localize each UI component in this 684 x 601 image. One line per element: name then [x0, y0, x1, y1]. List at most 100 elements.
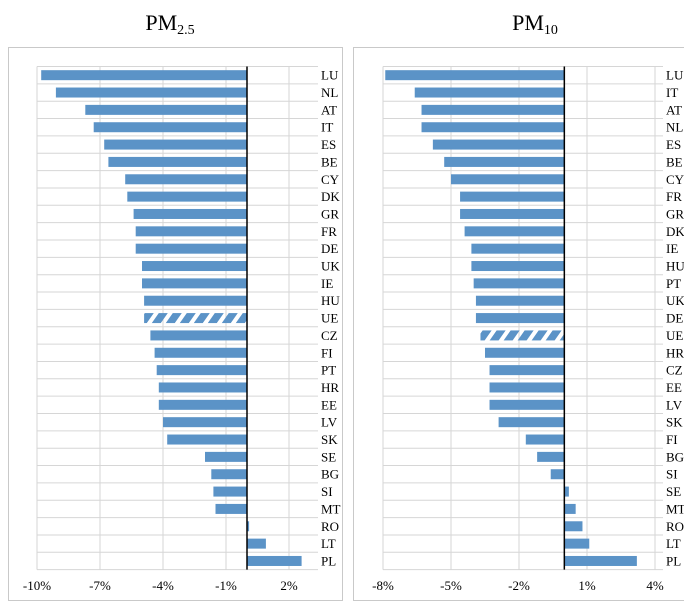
- category-label-si: SI: [666, 467, 678, 482]
- category-label-it: IT: [666, 85, 678, 100]
- category-label-hu: HU: [321, 293, 340, 308]
- bar-it: [414, 87, 565, 98]
- bar-uk: [475, 295, 565, 306]
- bar-lu: [385, 70, 565, 81]
- bar-at: [85, 104, 247, 115]
- category-label-pt: PT: [321, 363, 336, 378]
- bar-ro: [247, 521, 250, 532]
- bar-bg: [537, 451, 565, 462]
- category-label-se: SE: [666, 484, 681, 499]
- bar-gr: [460, 208, 565, 219]
- bar-de: [135, 243, 247, 254]
- bar-cz: [489, 365, 565, 376]
- category-label-hu: HU: [666, 259, 684, 274]
- bar-lt: [564, 538, 590, 549]
- bar-ie: [471, 243, 565, 254]
- chart-1: LU IT AT NL ES BE CY FR GR DK IE HU PT UK DE UE HR CZ EE LV…: [353, 47, 684, 601]
- bar-si: [550, 469, 565, 480]
- x-tick-label: -10%: [23, 578, 51, 593]
- bar-se: [564, 486, 569, 497]
- category-label-cz: CZ: [321, 328, 338, 343]
- x-tick-label: -7%: [89, 578, 111, 593]
- bar-cy: [451, 174, 565, 185]
- bar-hu: [144, 295, 247, 306]
- bar-hr: [158, 382, 247, 393]
- chart-0: LU NL AT IT ES BE CY DK GR FR DE UK IE HU UE CZ FI PT HR EE…: [8, 47, 343, 601]
- bar-lt: [247, 538, 266, 549]
- bar-fi: [154, 347, 247, 358]
- bar-se: [205, 451, 247, 462]
- category-label-fi: FI: [321, 345, 333, 360]
- category-label-lu: LU: [321, 68, 339, 83]
- category-label-cy: CY: [666, 172, 684, 187]
- category-label-fr: FR: [321, 224, 337, 239]
- bar-nl: [55, 87, 248, 98]
- category-label-nl: NL: [321, 85, 338, 100]
- category-label-mt: MT: [321, 501, 341, 516]
- bar-sk: [167, 434, 247, 445]
- bar-ee: [158, 399, 247, 410]
- category-label-gr: GR: [321, 206, 339, 221]
- bar-hr: [485, 347, 565, 358]
- bar-es: [104, 139, 247, 150]
- category-label-lv: LV: [321, 415, 338, 430]
- category-label-ie: IE: [666, 241, 678, 256]
- category-label-ee: EE: [666, 380, 682, 395]
- bar-cy: [125, 174, 247, 185]
- bar-be: [444, 156, 565, 167]
- chart-title-pm25: PM2.5: [145, 10, 195, 38]
- category-label-ro: RO: [666, 519, 684, 534]
- bar-pl: [247, 555, 302, 566]
- category-label-dk: DK: [666, 224, 684, 239]
- category-label-fi: FI: [666, 432, 678, 447]
- bar-de: [475, 313, 565, 324]
- category-label-es: ES: [666, 137, 681, 152]
- bar-fr: [460, 191, 565, 202]
- bar-pt: [473, 278, 565, 289]
- category-label-ie: IE: [321, 276, 333, 291]
- bar-fr: [135, 226, 247, 237]
- bar-es: [432, 139, 565, 150]
- category-label-ee: EE: [321, 397, 337, 412]
- category-label-bg: BG: [321, 467, 339, 482]
- bar-at: [421, 104, 565, 115]
- category-label-ue: UE: [666, 328, 683, 343]
- bar-nl: [421, 122, 565, 133]
- bar-dk: [464, 226, 565, 237]
- bar-hu: [471, 261, 565, 272]
- category-label-at: AT: [666, 102, 682, 117]
- bar-ue: [144, 313, 247, 324]
- category-label-se: SE: [321, 449, 336, 464]
- category-label-de: DE: [321, 241, 338, 256]
- x-tick-label: -4%: [152, 578, 174, 593]
- bar-dk: [127, 191, 247, 202]
- bar-cz: [150, 330, 247, 341]
- x-tick-label: -8%: [372, 578, 394, 593]
- category-label-cy: CY: [321, 172, 340, 187]
- category-label-hr: HR: [666, 345, 684, 360]
- bar-ue: [480, 330, 565, 341]
- category-label-be: BE: [321, 154, 338, 169]
- bar-gr: [133, 208, 247, 219]
- x-tick-label: 4%: [646, 578, 664, 593]
- category-label-hr: HR: [321, 380, 339, 395]
- category-label-pl: PL: [321, 553, 336, 568]
- bar-ee: [489, 382, 565, 393]
- x-tick-label: 2%: [280, 578, 298, 593]
- category-label-uk: UK: [321, 259, 340, 274]
- category-label-pl: PL: [666, 553, 681, 568]
- bar-uk: [142, 261, 247, 272]
- category-label-lv: LV: [666, 397, 683, 412]
- category-label-ro: RO: [321, 519, 339, 534]
- x-tick-label: 1%: [578, 578, 596, 593]
- bar-ro: [564, 521, 583, 532]
- category-label-es: ES: [321, 137, 336, 152]
- bar-pt: [156, 365, 247, 376]
- category-label-si: SI: [321, 484, 333, 499]
- category-label-sk: SK: [666, 415, 683, 430]
- category-label-dk: DK: [321, 189, 340, 204]
- category-label-ue: UE: [321, 311, 338, 326]
- bar-fi: [525, 434, 565, 445]
- bar-mt: [215, 503, 247, 514]
